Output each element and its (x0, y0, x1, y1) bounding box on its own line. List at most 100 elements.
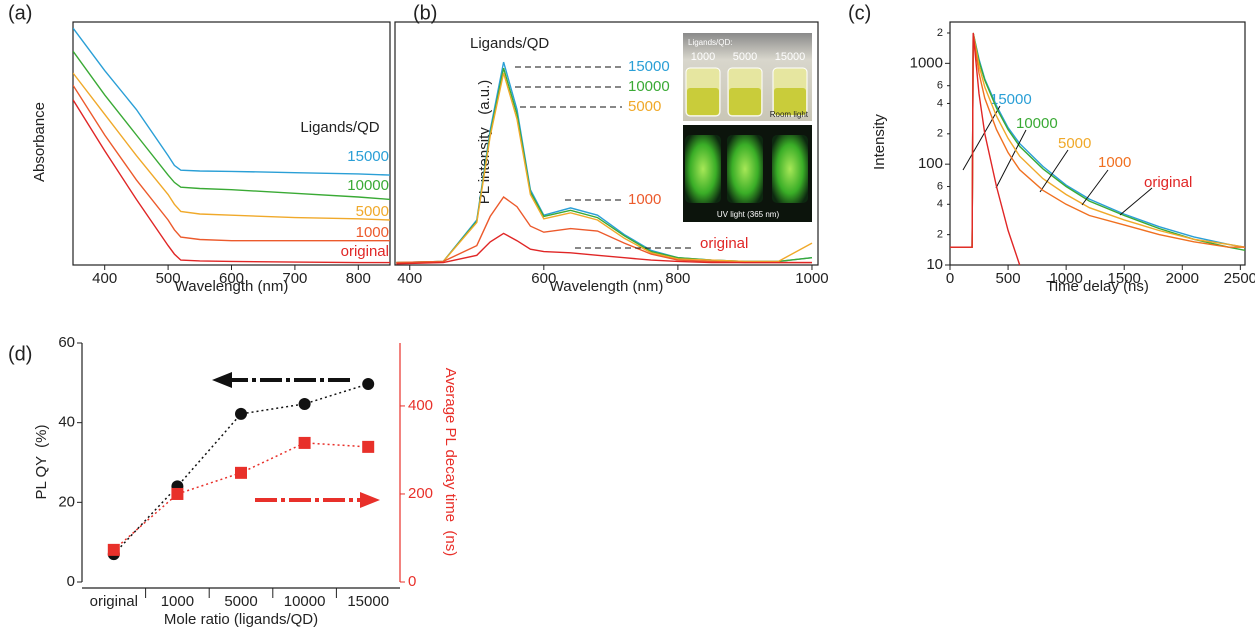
x-tick-label: 2000 (1166, 270, 1199, 287)
panel-label: (b) (413, 2, 437, 24)
series-label: 10000 (628, 78, 670, 95)
leader-line (1081, 169, 1109, 206)
x-tick-label: 500 (996, 270, 1021, 287)
inset-sample: 1000 (691, 51, 715, 63)
plot-frame (949, 21, 1246, 266)
y2-tick-label: 400 (408, 397, 433, 414)
series-line (950, 32, 1245, 248)
series-line (950, 32, 1245, 248)
leader-line (1039, 149, 1069, 193)
legend-title: Ligands/QD (300, 119, 379, 136)
marker (362, 440, 375, 453)
series-line (950, 32, 1245, 248)
series-label: 15000 (347, 148, 389, 165)
y-tick-label: 10 (926, 256, 943, 273)
series-line (73, 27, 390, 176)
series-line (396, 232, 812, 265)
series-label: 1000 (1098, 154, 1131, 171)
series-line (113, 383, 369, 555)
x-tick-label: 700 (282, 270, 307, 287)
inset-sample: 5000 (733, 51, 757, 63)
series-label: 15000 (628, 58, 670, 75)
y-axis-label: Absorbance (31, 102, 48, 182)
x-tick-label: 2500 (1224, 270, 1255, 287)
y-tick-label: 6 (937, 180, 943, 192)
legend-title: Ligands/QD (470, 35, 549, 52)
inset-caption: UV light (365 nm) (717, 210, 780, 219)
x-tick-label: 500 (156, 270, 181, 287)
y-tick-label: 20 (58, 493, 75, 510)
uv-vial (727, 135, 763, 203)
y-tick-label: 40 (58, 414, 75, 431)
x-axis-label: Wavelength (nm) (550, 278, 664, 295)
uv-vial (685, 135, 721, 203)
y-axis-label: Intensity (871, 114, 888, 170)
inset-caption: Room light (770, 110, 809, 119)
series-label: 5000 (628, 98, 661, 115)
series-label: original (700, 235, 748, 252)
leader-line (1119, 187, 1153, 216)
x-tick-label: 600 (531, 270, 556, 287)
series-label: original (1144, 174, 1192, 191)
series-label: 10000 (347, 177, 389, 194)
x-tick-label: 0 (946, 270, 954, 287)
x-tick-label: 5000 (224, 593, 257, 610)
series-line (73, 99, 390, 264)
y-tick-label: 60 (58, 334, 75, 351)
series-line (950, 32, 1021, 266)
inset-title: Ligands/QD: (688, 38, 732, 47)
series-label: 5000 (1058, 135, 1091, 152)
x-axis-label: Time delay (ns) (1046, 278, 1149, 295)
x-tick-label: 800 (346, 270, 371, 287)
x-tick-label: 1000 (1049, 270, 1082, 287)
x-tick-label: 600 (219, 270, 244, 287)
y-tick-label: 2 (937, 128, 943, 140)
x-tick-label: 400 (92, 270, 117, 287)
arrow-head (212, 372, 232, 388)
series-label: 15000 (990, 91, 1032, 108)
series-line (113, 442, 369, 551)
y-tick-label: 4 (937, 198, 943, 210)
panel-label: (d) (8, 343, 32, 365)
marker (171, 487, 184, 500)
x-tick-label: 15000 (347, 593, 389, 610)
series-line (396, 196, 812, 264)
vial-liquid (774, 88, 806, 115)
y-axis-label: PL intensity (a.u.) (476, 80, 493, 205)
panel-label: (a) (8, 2, 32, 24)
plot-frame (394, 21, 819, 266)
y-tick-label: 2 (937, 229, 943, 241)
series-line (73, 50, 390, 201)
panel-label: (c) (848, 2, 871, 24)
y-tick-label: 1000 (910, 54, 943, 71)
uv-vial (772, 135, 808, 203)
series-label: 1000 (628, 191, 661, 208)
y-axis-label: PL QY (%) (33, 424, 50, 499)
y-tick-label: 100 (918, 155, 943, 172)
x-tick-label: 10000 (284, 593, 326, 610)
series-line (73, 72, 390, 221)
series-label: 5000 (356, 203, 389, 220)
y-tick-label: 4 (937, 97, 943, 109)
x-tick-label: original (90, 593, 138, 610)
marker (362, 378, 375, 391)
inset-sample: 15000 (775, 51, 806, 63)
marker (298, 436, 311, 449)
marker (235, 407, 247, 420)
series-line (396, 72, 813, 264)
x-tick-label: 400 (397, 270, 422, 287)
x-tick-label: 1000 (161, 593, 194, 610)
x-axis-label: Wavelength (nm) (175, 278, 289, 295)
y-tick-label: 6 (937, 80, 943, 92)
y-tick-label: 2 (937, 27, 943, 39)
vial-liquid (687, 88, 719, 115)
leader-line (962, 105, 1001, 171)
leader-line (995, 129, 1027, 189)
series-line (73, 84, 390, 242)
y2-axis-label: Average PL decay time (ns) (442, 368, 459, 556)
marker (235, 466, 247, 479)
x-tick-label: 1500 (1108, 270, 1141, 287)
series-label: 1000 (356, 224, 389, 241)
